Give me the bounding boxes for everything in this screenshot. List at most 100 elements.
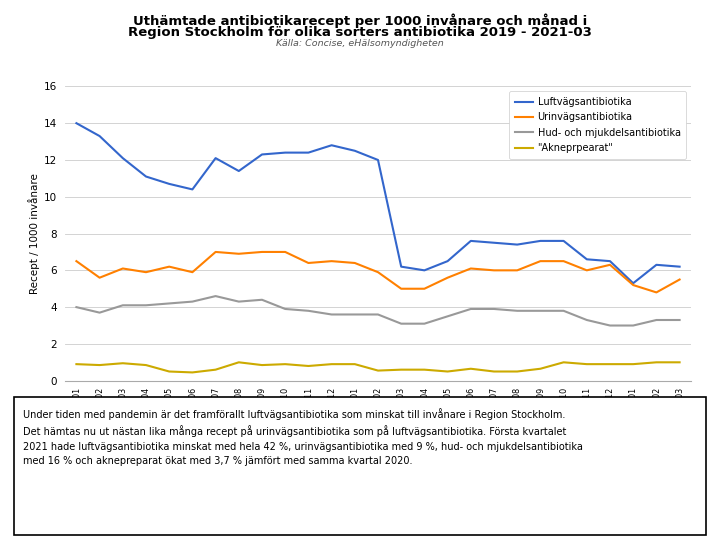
- Luftvägsantibiotika: [652, 261, 661, 268]
- Luftvägsantibiotika: [235, 168, 243, 174]
- "Akneprpearat": [582, 361, 591, 367]
- "Akneprpearat": [606, 361, 614, 367]
- Luftvägsantibiotika: [606, 258, 614, 265]
- Urinvägsantibiotika: [258, 249, 266, 255]
- Urinvägsantibiotika: [165, 264, 174, 270]
- Hud- och mjukdelsantibiotika: [467, 306, 475, 312]
- Hud- och mjukdelsantibiotika: [304, 308, 312, 314]
- "Akneprpearat": [536, 366, 545, 372]
- Line: "Akneprpearat": "Akneprpearat": [76, 362, 680, 373]
- Urinvägsantibiotika: [444, 274, 452, 281]
- "Akneprpearat": [142, 362, 150, 368]
- Hud- och mjukdelsantibiotika: [258, 296, 266, 303]
- "Akneprpearat": [165, 368, 174, 375]
- Urinvägsantibiotika: [490, 267, 498, 274]
- Hud- och mjukdelsantibiotika: [72, 304, 81, 310]
- "Akneprpearat": [397, 367, 405, 373]
- Luftvägsantibiotika: [165, 181, 174, 187]
- Luftvägsantibiotika: [374, 157, 382, 163]
- Urinvägsantibiotika: [281, 249, 289, 255]
- Hud- och mjukdelsantibiotika: [142, 302, 150, 308]
- Urinvägsantibiotika: [351, 260, 359, 266]
- "Akneprpearat": [652, 359, 661, 366]
- Text: Källa: Concise, eHälsomyndigheten: Källa: Concise, eHälsomyndigheten: [276, 39, 444, 48]
- Urinvägsantibiotika: [420, 286, 428, 292]
- Urinvägsantibiotika: [513, 267, 521, 274]
- Luftvägsantibiotika: [490, 240, 498, 246]
- Urinvägsantibiotika: [397, 286, 405, 292]
- Text: Under tiden med pandemin är det framförallt luftvägsantibiotika som minskat till: Under tiden med pandemin är det framföra…: [23, 408, 582, 466]
- Hud- och mjukdelsantibiotika: [351, 311, 359, 318]
- Luftvägsantibiotika: [95, 133, 104, 139]
- Urinvägsantibiotika: [188, 269, 197, 275]
- "Akneprpearat": [420, 367, 428, 373]
- Luftvägsantibiotika: [513, 241, 521, 248]
- Urinvägsantibiotika: [328, 258, 336, 265]
- Hud- och mjukdelsantibiotika: [95, 309, 104, 316]
- Hud- och mjukdelsantibiotika: [235, 299, 243, 305]
- Luftvägsantibiotika: [304, 150, 312, 156]
- Luftvägsantibiotika: [420, 267, 428, 274]
- Hud- och mjukdelsantibiotika: [559, 308, 568, 314]
- Urinvägsantibiotika: [629, 282, 637, 288]
- Hud- och mjukdelsantibiotika: [211, 293, 220, 299]
- "Akneprpearat": [675, 359, 684, 366]
- Luftvägsantibiotika: [188, 186, 197, 193]
- Legend: Luftvägsantibiotika, Urinvägsantibiotika, Hud- och mjukdelsantibiotika, "Akneprp: Luftvägsantibiotika, Urinvägsantibiotika…: [509, 91, 686, 159]
- Hud- och mjukdelsantibiotika: [328, 311, 336, 318]
- FancyBboxPatch shape: [14, 397, 706, 535]
- Urinvägsantibiotika: [95, 274, 104, 281]
- Hud- och mjukdelsantibiotika: [606, 322, 614, 329]
- Urinvägsantibiotika: [304, 260, 312, 266]
- Luftvägsantibiotika: [119, 155, 127, 161]
- Luftvägsantibiotika: [675, 264, 684, 270]
- Hud- och mjukdelsantibiotika: [675, 317, 684, 323]
- "Akneprpearat": [119, 360, 127, 367]
- "Akneprpearat": [95, 362, 104, 368]
- Urinvägsantibiotika: [142, 269, 150, 275]
- Urinvägsantibiotika: [235, 251, 243, 257]
- Urinvägsantibiotika: [675, 276, 684, 283]
- Urinvägsantibiotika: [582, 267, 591, 274]
- Luftvägsantibiotika: [536, 238, 545, 244]
- "Akneprpearat": [629, 361, 637, 367]
- Line: Hud- och mjukdelsantibiotika: Hud- och mjukdelsantibiotika: [76, 296, 680, 326]
- "Akneprpearat": [304, 363, 312, 369]
- Line: Luftvägsantibiotika: Luftvägsantibiotika: [76, 123, 680, 283]
- Text: Region Stockholm för olika sorters antibiotika 2019 - 2021-03: Region Stockholm för olika sorters antib…: [128, 26, 592, 39]
- Luftvägsantibiotika: [328, 142, 336, 149]
- Y-axis label: Recept / 1000 invånare: Recept / 1000 invånare: [28, 173, 40, 294]
- "Akneprpearat": [559, 359, 568, 366]
- Urinvägsantibiotika: [72, 258, 81, 265]
- Luftvägsantibiotika: [211, 155, 220, 161]
- Hud- och mjukdelsantibiotika: [536, 308, 545, 314]
- "Akneprpearat": [258, 362, 266, 368]
- Hud- och mjukdelsantibiotika: [281, 306, 289, 312]
- Hud- och mjukdelsantibiotika: [397, 320, 405, 327]
- Luftvägsantibiotika: [582, 256, 591, 262]
- Hud- och mjukdelsantibiotika: [420, 320, 428, 327]
- Urinvägsantibiotika: [211, 249, 220, 255]
- Hud- och mjukdelsantibiotika: [188, 299, 197, 305]
- Luftvägsantibiotika: [258, 151, 266, 158]
- Hud- och mjukdelsantibiotika: [582, 317, 591, 323]
- "Akneprpearat": [281, 361, 289, 367]
- Hud- och mjukdelsantibiotika: [652, 317, 661, 323]
- Luftvägsantibiotika: [397, 264, 405, 270]
- Urinvägsantibiotika: [606, 261, 614, 268]
- "Akneprpearat": [467, 366, 475, 372]
- "Akneprpearat": [235, 359, 243, 366]
- Luftvägsantibiotika: [72, 120, 81, 126]
- "Akneprpearat": [374, 367, 382, 374]
- Text: Uthämtade antibiotikarecept per 1000 invånare och månad i: Uthämtade antibiotikarecept per 1000 inv…: [133, 14, 587, 28]
- Urinvägsantibiotika: [536, 258, 545, 265]
- Urinvägsantibiotika: [467, 265, 475, 272]
- Hud- och mjukdelsantibiotika: [513, 308, 521, 314]
- Line: Urinvägsantibiotika: Urinvägsantibiotika: [76, 252, 680, 293]
- "Akneprpearat": [72, 361, 81, 367]
- Hud- och mjukdelsantibiotika: [444, 313, 452, 320]
- Hud- och mjukdelsantibiotika: [490, 306, 498, 312]
- Urinvägsantibiotika: [559, 258, 568, 265]
- Hud- och mjukdelsantibiotika: [374, 311, 382, 318]
- "Akneprpearat": [328, 361, 336, 367]
